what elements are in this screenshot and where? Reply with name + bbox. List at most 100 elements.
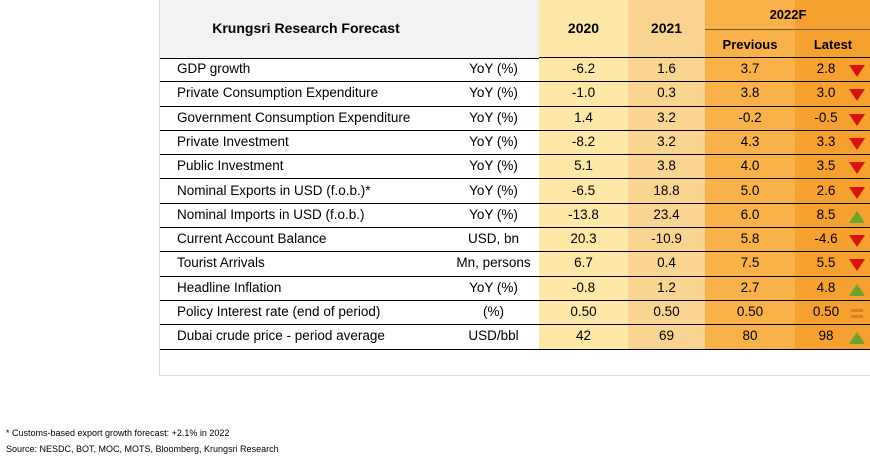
row-unit: YoY (%) [469, 61, 518, 76]
down-arrow-icon [849, 113, 865, 126]
table-row: Nominal Imports in USD (f.o.b.) YoY (%) -1… [160, 204, 870, 229]
header-2021: 2021 [650, 20, 683, 36]
down-arrow-icon [849, 259, 865, 272]
row-value-latest: 2.6 [816, 182, 836, 198]
row-unit: YoY (%) [469, 158, 518, 174]
row-value-latest: 98 [818, 328, 834, 344]
row-value-latest: -4.6 [814, 231, 838, 247]
equal-icon [851, 309, 863, 318]
column-2021-bg [628, 0, 705, 350]
row-value-latest: 3.3 [816, 133, 836, 149]
table-row: Nominal Exports in USD (f.o.b.)* YoY (%) -… [160, 180, 870, 204]
row-value-previous: -0.2 [738, 109, 762, 125]
row-unit: (%) [483, 304, 504, 319]
row-unit: USD, bn [467, 231, 520, 247]
row-label: Private Investment [177, 133, 289, 149]
row-value-2020: -6.2 [571, 61, 596, 76]
row-value-previous: 3.8 [740, 85, 760, 101]
row-unit: YoY (%) [469, 133, 518, 149]
table-row: Private Consumption Expenditure YoY (%) -1… [160, 82, 870, 107]
forecast-table: Krungsri Research Forecast 2020 2021 202… [159, 0, 870, 376]
header-previous: Previous [722, 37, 778, 52]
row-value-2021: -10.9 [651, 231, 682, 247]
row-value-2021: 0.50 [653, 304, 680, 319]
row-value-latest: 4.8 [816, 279, 836, 295]
down-arrow-icon [849, 162, 865, 175]
row-label: Current Account Balance [177, 231, 327, 247]
table-row: Private Investment YoY (%) -8.2 3.2 4.3 3.3 [160, 131, 870, 156]
row-value-2020: 20.3 [570, 231, 597, 247]
row-value-2021: 3.2 [657, 133, 676, 149]
table-row: Government Consumption Expenditure YoY (%… [160, 107, 870, 131]
row-value-latest: 8.5 [816, 206, 836, 222]
down-arrow-icon [849, 186, 865, 199]
column-2020-bg [539, 0, 628, 350]
up-arrow-icon [849, 283, 865, 296]
row-label: Government Consumption Expenditure [177, 109, 411, 125]
row-value-2020: -8.2 [571, 133, 596, 149]
row-value-latest: 5.5 [816, 255, 836, 271]
row-value-2020: -0.8 [571, 279, 596, 295]
row-value-latest: 2.8 [816, 61, 836, 76]
down-arrow-icon [849, 235, 865, 248]
footnote-export: * Customs-based export growth forecast: … [6, 428, 230, 438]
row-unit: USD/bbl [468, 328, 519, 344]
table-row: Headline Inflation YoY (%) -0.8 1.2 2.7 4.8 [160, 277, 870, 301]
row-value-latest: 3.0 [816, 85, 836, 101]
row-value-latest: 3.5 [816, 158, 836, 174]
row-value-previous: 3.7 [740, 61, 760, 76]
row-unit: YoY (%) [469, 109, 518, 125]
row-value-2021: 1.2 [657, 279, 676, 295]
row-value-previous: 5.8 [740, 231, 760, 247]
table-row: Tourist Arrivals Mn, persons 6.7 0.4 7.5 5.5 [160, 252, 870, 277]
row-value-2021: 23.4 [653, 206, 680, 222]
table-row: GDP growth YoY (%) -6.2 1.6 3.7 2.8 [160, 58, 870, 83]
down-arrow-icon [849, 65, 865, 77]
footnote-source: Source: NESDC, BOT, MOC, MOTS, Bloomberg… [6, 444, 279, 454]
table-header-title-cell: Krungsri Research Forecast [160, 0, 539, 59]
row-value-latest: 0.50 [812, 304, 840, 319]
table-row: Dubai crude price - period average USD/bb… [160, 325, 870, 350]
row-value-previous: 7.5 [740, 255, 760, 271]
table-title: Krungsri Research Forecast [212, 20, 400, 36]
row-label: Public Investment [177, 158, 284, 174]
down-arrow-icon [849, 137, 865, 150]
row-value-previous: 80 [742, 328, 758, 344]
header-latest: Latest [813, 37, 853, 52]
row-value-2021: 0.4 [657, 255, 676, 271]
row-value-2021: 3.8 [657, 158, 676, 174]
table-row: Public Investment YoY (%) 5.1 3.8 4.0 3.5 [160, 155, 870, 180]
row-value-2020: -13.8 [568, 206, 599, 222]
row-value-2021: 3.2 [657, 109, 676, 125]
header-2022f-divider [705, 29, 870, 30]
down-arrow-icon [849, 89, 865, 102]
row-value-latest: -0.5 [814, 109, 838, 125]
row-value-previous: 4.3 [740, 133, 760, 149]
row-unit: YoY (%) [469, 85, 518, 101]
row-value-2021: 1.6 [657, 61, 676, 76]
row-unit: YoY (%) [469, 182, 518, 198]
row-value-2021: 18.8 [653, 182, 680, 198]
header-2020: 2020 [567, 20, 600, 36]
row-value-2020: -1.0 [571, 85, 596, 101]
column-previous-bg [705, 0, 795, 350]
up-arrow-icon [849, 332, 865, 345]
row-value-previous: 5.0 [740, 182, 760, 198]
row-value-previous: 6.0 [740, 206, 760, 222]
row-label: GDP growth [177, 61, 251, 76]
row-label: Nominal Imports in USD (f.o.b.) [177, 206, 365, 222]
row-value-2020: 6.7 [574, 255, 593, 271]
row-value-2021: 0.3 [657, 85, 676, 101]
row-unit: Mn, persons [456, 255, 531, 271]
row-value-previous: 2.7 [740, 279, 760, 295]
row-unit: YoY (%) [469, 279, 518, 295]
table-row: Current Account Balance USD, bn 20.3 -10.9 5… [160, 228, 870, 253]
row-label: Policy Interest rate (end of period) [177, 304, 381, 319]
row-value-2020: -6.5 [571, 182, 596, 198]
row-label: Headline Inflation [177, 279, 282, 295]
table-row: Policy Interest rate (end of period) (%) 0… [160, 301, 870, 326]
row-value-previous: 4.0 [740, 158, 760, 174]
row-value-2020: 1.4 [574, 109, 593, 125]
row-label: Nominal Exports in USD (f.o.b.)* [177, 182, 371, 198]
row-label: Tourist Arrivals [177, 255, 265, 271]
